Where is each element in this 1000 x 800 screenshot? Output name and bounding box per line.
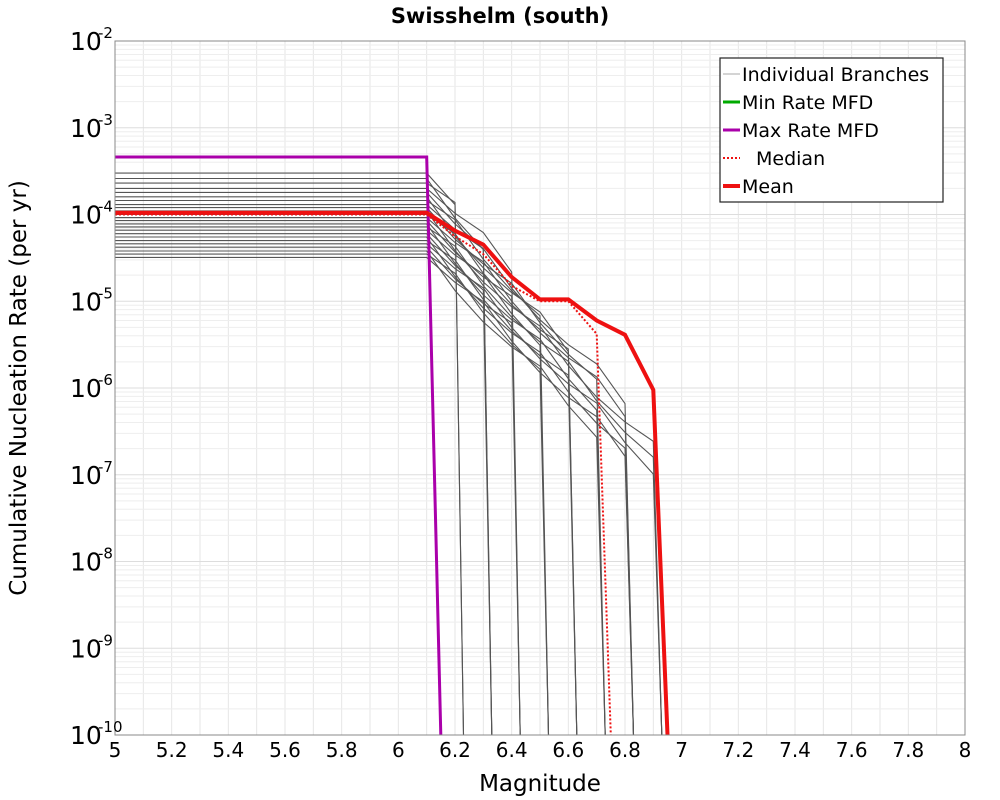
y-tick-exponent: -9 [98,631,113,649]
legend: Individual Branches Min Rate MFD Max Rate … [719,57,944,203]
branch-line [115,226,663,735]
y-tick-label: 10-5 [70,284,113,316]
legend-label: Mean [742,176,794,198]
x-tick-label: 8 [959,738,972,762]
legend-label: Max Rate MFD [742,120,879,142]
y-tick-exponent: -10 [98,718,123,736]
y-tick-base: 10 [70,374,102,403]
x-tick-label: 6.2 [439,738,471,762]
y-tick-label: 10-7 [70,458,113,490]
chart-title: Swisshelm (south) [391,4,609,28]
y-tick-label: 10-9 [70,631,113,663]
y-tick-base: 10 [70,634,102,663]
branch-line [115,256,635,735]
branch-line [115,240,578,735]
x-tick-label: 7.6 [836,738,868,762]
series-median [115,213,612,735]
branch-line [115,233,493,735]
y-tick-exponent: -8 [98,545,113,563]
legend-label: Individual Branches [742,64,929,86]
y-tick-exponent: -3 [98,111,113,129]
x-tick-label: 7.2 [722,738,754,762]
plot-series-group [115,155,670,735]
y-tick-label: 10-3 [70,111,113,143]
legend-box [719,57,944,203]
legend-label: Median [756,148,825,170]
branch-line [115,182,465,735]
y-tick-exponent: -6 [98,371,113,389]
y-tick-exponent: -2 [98,24,113,42]
y-tick-base: 10 [70,27,102,56]
branch-line [115,217,635,735]
x-tick-label: 5.2 [156,738,188,762]
x-tick-label: 5.6 [269,738,301,762]
y-tick-exponent: -7 [98,458,113,476]
x-tick-label: 6.6 [552,738,584,762]
y-tick-base: 10 [70,201,102,230]
x-tick-label: 6.8 [609,738,641,762]
x-tick-label: 5.8 [326,738,358,762]
branch-line [115,204,635,735]
y-tick-base: 10 [70,461,102,490]
y-tick-labels: 10-210-310-410-510-610-710-810-910-10 [70,24,123,750]
x-tick-label: 6.4 [496,738,528,762]
series-max-rate-mfd [115,155,443,735]
branch-line [115,229,550,735]
branch-line [115,253,550,735]
branch-line [115,243,663,735]
x-tick-label: 5 [109,738,122,762]
y-axis-label: Cumulative Nucleation Rate (per yr) [6,180,32,596]
y-tick-base: 10 [70,548,102,577]
legend-label: Min Rate MFD [742,92,873,114]
y-tick-label: 10-2 [70,24,113,56]
x-tick-labels: 5 5.2 5.4 5.6 5.8 6 6.2 6.4 6.6 6.8 7 7.2 7.4 7.6 7.8 8 [109,738,972,762]
x-tick-label: 7.4 [779,738,811,762]
y-tick-exponent: -5 [98,284,113,302]
y-tick-exponent: -4 [98,198,113,216]
x-tick-label: 5.4 [212,738,244,762]
x-tick-label: 7.8 [892,738,924,762]
y-tick-label: 10-8 [70,545,113,577]
y-tick-label: 10-6 [70,371,113,403]
y-tick-base: 10 [70,114,102,143]
series-mean [115,210,670,735]
x-tick-label: 6 [392,738,405,762]
branch-line [115,223,606,735]
branch-line [115,250,606,735]
branch-line [115,210,663,735]
x-tick-label: 7 [675,738,688,762]
y-tick-label: 10-4 [70,198,113,230]
plot-frame [114,40,966,736]
y-tick-label: 10-10 [70,718,123,750]
x-axis-label: Magnitude [479,771,601,797]
y-tick-base: 10 [70,287,102,316]
y-tick-base: 10 [70,721,102,750]
branch-line [115,246,521,735]
